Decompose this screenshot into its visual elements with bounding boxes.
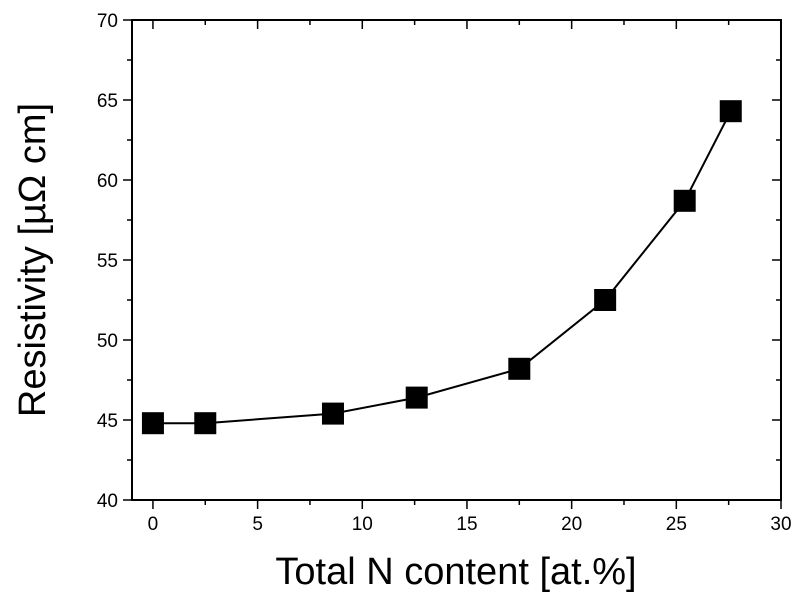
y-tick-label: 65 xyxy=(97,91,118,112)
plot-area: 0 5 10 15 20 25 30 40 45 50 55 60 65 70 xyxy=(97,11,792,535)
data-point xyxy=(194,412,217,435)
y-tick-label: 50 xyxy=(97,331,118,352)
data-point xyxy=(673,189,696,212)
y-tick-label: 55 xyxy=(97,251,118,272)
x-tick-label: 0 xyxy=(148,514,159,535)
x-tick-label: 5 xyxy=(252,514,263,535)
x-axis-title: Total N content [at.%] xyxy=(275,551,636,593)
data-series xyxy=(141,100,742,435)
data-point xyxy=(594,289,617,311)
data-point xyxy=(508,357,531,380)
series-line xyxy=(152,110,732,425)
x-tick-label: 20 xyxy=(561,514,582,535)
y-axis-title: Resistivity [µΩ cm] xyxy=(12,103,54,417)
data-point xyxy=(141,412,164,435)
data-point xyxy=(321,402,344,425)
data-point xyxy=(405,386,428,409)
data-point xyxy=(719,100,742,123)
y-tick-label: 40 xyxy=(97,491,118,512)
y-tick-label: 70 xyxy=(97,11,118,32)
y-tick-label: 45 xyxy=(97,411,118,432)
x-tick-label: 10 xyxy=(352,514,373,535)
y-tick-label: 60 xyxy=(97,171,118,192)
x-tick-label: 30 xyxy=(770,514,791,535)
plot-frame xyxy=(131,19,782,501)
x-tick-label: 25 xyxy=(666,514,687,535)
x-tick-label: 15 xyxy=(456,514,477,535)
